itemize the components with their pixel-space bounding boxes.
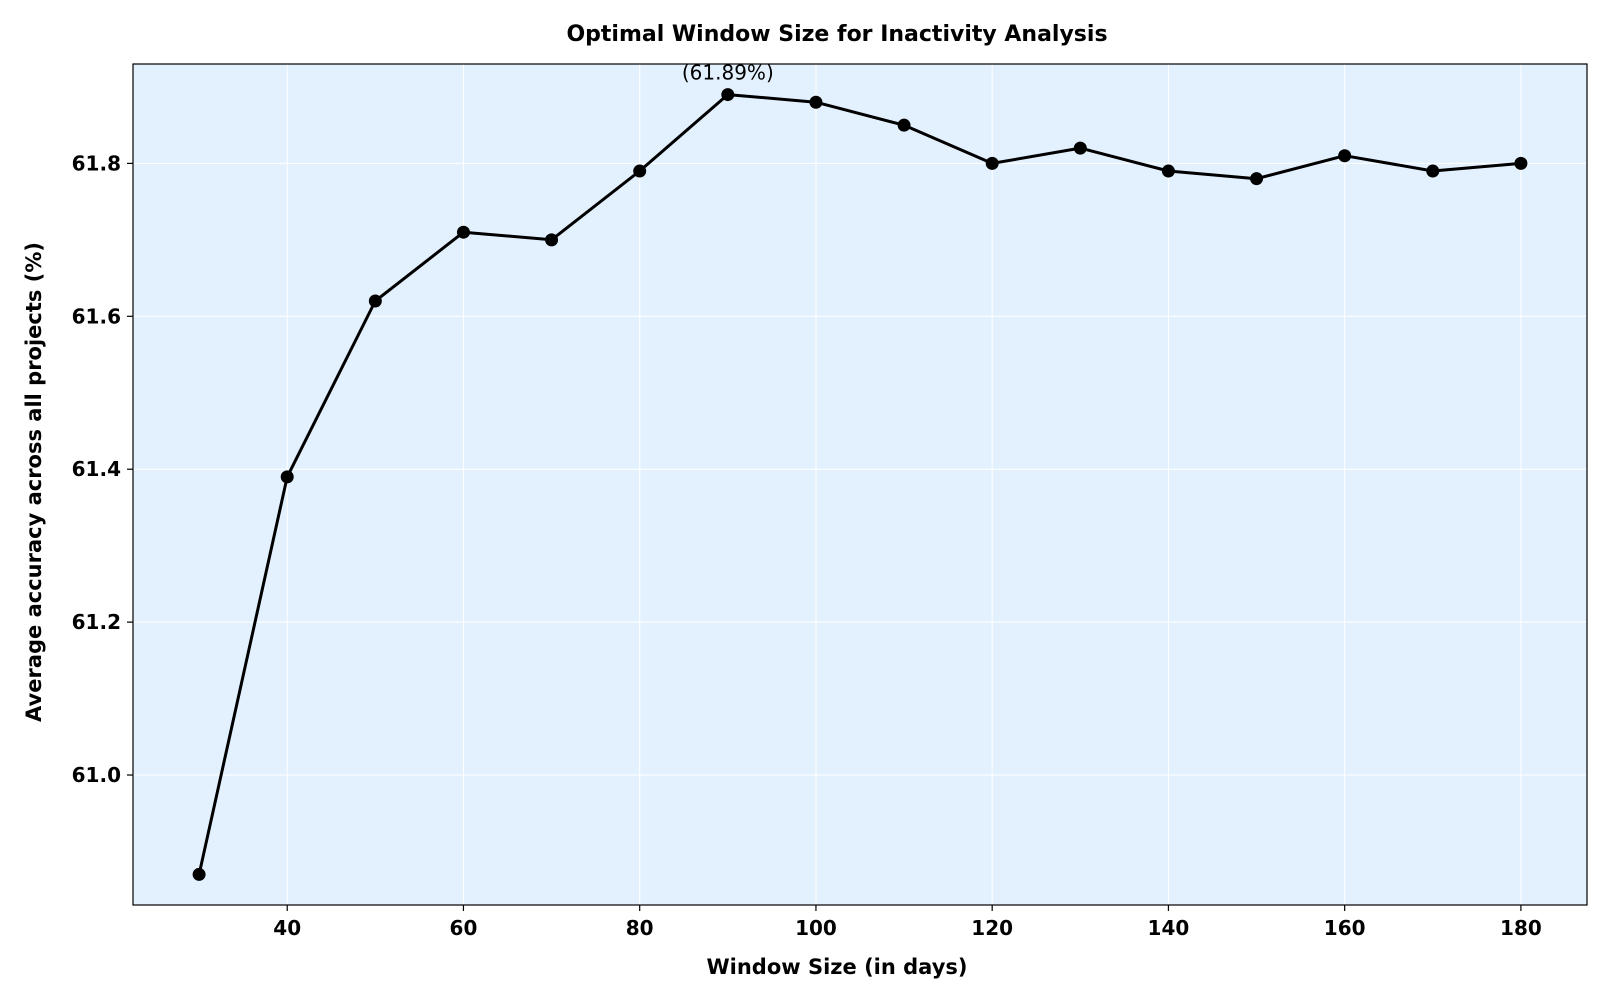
y-tick-label: 61.4 bbox=[72, 457, 121, 481]
x-tick-label: 160 bbox=[1324, 916, 1366, 940]
y-tick-label: 61.2 bbox=[72, 610, 121, 634]
data-point bbox=[1073, 141, 1087, 155]
series-layer bbox=[192, 88, 1528, 881]
x-axis-label: Window Size (in days) bbox=[707, 955, 968, 979]
data-point bbox=[545, 233, 559, 247]
data-point bbox=[192, 867, 206, 881]
data-point bbox=[1250, 172, 1264, 186]
data-point bbox=[456, 225, 470, 239]
data-point bbox=[1338, 149, 1352, 163]
axis-ticks: 40 60 80 100 120 140 160 180 61.0 61.2 61.4 61.6 61.… bbox=[72, 151, 1542, 940]
grid-lines bbox=[133, 64, 1587, 905]
data-point bbox=[280, 470, 294, 484]
data-point bbox=[368, 294, 382, 308]
x-tick-label: 60 bbox=[450, 916, 478, 940]
series-line bbox=[197, 93, 1522, 875]
x-tick-label: 180 bbox=[1500, 916, 1542, 940]
x-tick-label: 100 bbox=[795, 916, 837, 940]
y-tick-label: 61.8 bbox=[72, 151, 121, 175]
y-axis-label: Average accuracy across all projects (%) bbox=[22, 242, 46, 722]
data-point bbox=[1514, 156, 1528, 170]
x-tick-label: 120 bbox=[971, 916, 1013, 940]
chart-title: Optimal Window Size for Inactivity Analy… bbox=[566, 22, 1107, 47]
data-point bbox=[633, 164, 647, 178]
plot-frame bbox=[132, 63, 1588, 906]
x-tick-label: 80 bbox=[626, 916, 654, 940]
data-point bbox=[721, 88, 735, 102]
y-tick-label: 61.6 bbox=[72, 304, 121, 328]
data-point bbox=[809, 95, 823, 109]
data-point bbox=[985, 156, 999, 170]
data-point bbox=[897, 118, 911, 132]
y-tick-label: 61.0 bbox=[72, 763, 121, 787]
x-tick-label: 40 bbox=[273, 916, 301, 940]
x-tick-label: 140 bbox=[1148, 916, 1190, 940]
data-point bbox=[1426, 164, 1440, 178]
data-point bbox=[1161, 164, 1175, 178]
plot-area bbox=[133, 64, 1587, 905]
